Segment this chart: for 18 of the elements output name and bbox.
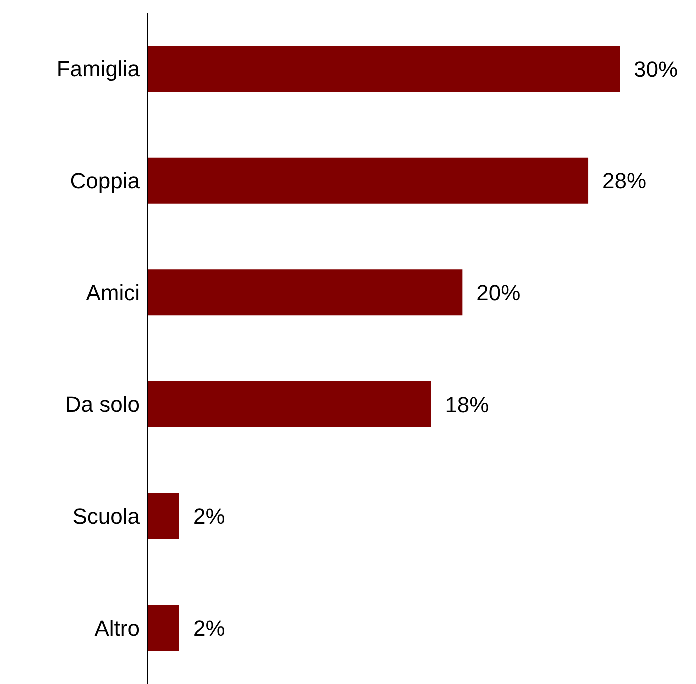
- data-label: 2%: [193, 504, 226, 530]
- data-label: 18%: [445, 392, 490, 418]
- y-tick-label: Da solo: [65, 392, 140, 418]
- data-label: 20%: [476, 280, 521, 306]
- y-tick-label: Altro: [94, 616, 140, 641]
- bar: [148, 493, 180, 540]
- data-label: 28%: [602, 168, 647, 194]
- data-label: 30%: [634, 56, 678, 82]
- y-tick-label: Coppia: [70, 168, 141, 194]
- bar: [148, 605, 180, 652]
- bar: [148, 46, 620, 92]
- y-tick-label: Amici: [86, 280, 140, 306]
- bar: [148, 158, 589, 204]
- y-tick-label: Famiglia: [56, 56, 141, 82]
- bar: [148, 382, 432, 428]
- bar: [148, 270, 463, 316]
- y-tick-label: Scuola: [72, 504, 141, 530]
- data-label: 2%: [193, 616, 226, 641]
